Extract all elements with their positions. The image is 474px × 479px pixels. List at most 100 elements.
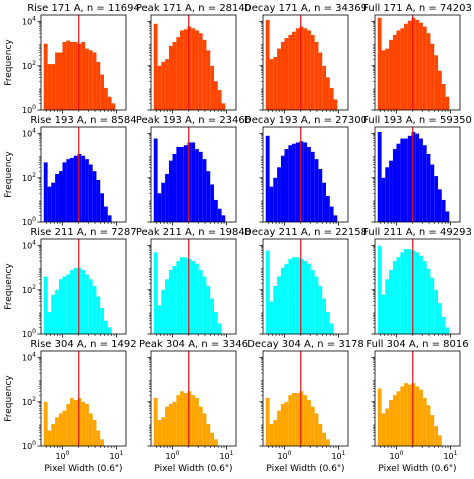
panel-title: Rise 193 A, n = 8584 <box>30 115 136 126</box>
panel-title: Full 193 A, n = 59350 <box>363 115 472 126</box>
axes-frame <box>40 14 127 111</box>
histogram-bar <box>96 179 101 222</box>
x-tick-label: 101 <box>109 450 123 461</box>
histogram-bar <box>176 146 181 222</box>
histogram-bar <box>55 173 59 222</box>
histogram-bar <box>168 160 173 222</box>
histogram-bar <box>85 403 89 446</box>
histogram-bar <box>415 252 420 334</box>
histogram-bar <box>314 159 319 222</box>
y-tick-label: 102 <box>22 172 36 183</box>
histogram-bar <box>198 33 203 111</box>
histogram-bar <box>100 193 104 222</box>
histogram-bar <box>180 257 184 334</box>
histogram-bar <box>322 298 326 334</box>
histogram-bar <box>213 81 218 110</box>
histogram-bar <box>404 138 408 222</box>
histogram-bar <box>377 245 382 334</box>
axes-frame <box>262 350 349 447</box>
histogram-bar <box>157 305 162 334</box>
histogram-bar <box>73 155 78 222</box>
histogram-bar <box>51 182 56 222</box>
histogram-bar <box>202 413 207 446</box>
histogram-bar <box>385 408 390 446</box>
histogram-bar <box>415 386 420 446</box>
histogram-bar <box>284 38 289 110</box>
histogram-bar <box>202 159 207 222</box>
histogram-bar <box>307 146 311 222</box>
histogram-bar <box>400 28 405 110</box>
x-axis-label: Pixel Width (0.6") <box>378 464 456 474</box>
histogram-bar <box>441 199 446 222</box>
histogram-bar <box>322 65 326 110</box>
histogram-bar <box>292 143 296 222</box>
histogram-bar <box>445 327 450 334</box>
panel-title: Rise 171 A, n = 11694 <box>27 3 140 14</box>
histogram-bar <box>66 274 71 334</box>
histogram-bar <box>100 74 104 110</box>
histogram-bar <box>161 417 166 446</box>
histogram-bar <box>265 397 270 446</box>
histogram-bar <box>404 23 408 110</box>
histogram-bar <box>434 289 438 334</box>
panel-title: Decay 171 A, n = 34369 <box>244 3 367 14</box>
histogram-bar <box>277 410 281 446</box>
axes-frame <box>150 350 237 447</box>
panel-title: Rise 304 A, n = 1492 <box>30 339 136 350</box>
y-tick-label: 100 <box>22 440 36 451</box>
histogram-bar <box>206 285 211 334</box>
axes-frame <box>374 238 461 335</box>
histogram-bar <box>389 39 393 110</box>
histogram-bar <box>329 323 334 334</box>
histogram-bar <box>221 215 226 222</box>
histogram-bar <box>381 413 386 446</box>
histogram-panel: Full 211 A, n = 49293 <box>363 227 472 338</box>
histogram-bar <box>389 269 393 334</box>
histogram-bar <box>441 316 446 334</box>
histogram-bar <box>273 285 278 334</box>
histogram-bar <box>280 155 285 222</box>
y-tick-label: 104 <box>22 128 36 139</box>
histogram-bar <box>58 279 63 334</box>
panel-title: Rise 211 A, n = 7287 <box>30 227 136 238</box>
histogram-bar <box>217 323 222 334</box>
x-tick-label: 100 <box>277 450 291 461</box>
histogram-bar <box>85 274 89 334</box>
histogram-bar <box>206 50 211 110</box>
histogram-bar <box>404 249 408 334</box>
histogram-bar <box>269 59 274 110</box>
histogram-bar <box>153 252 158 334</box>
histogram-bar <box>307 30 311 111</box>
histogram-bar <box>422 261 427 334</box>
histogram-bar <box>88 413 93 446</box>
histogram-bar <box>277 276 281 334</box>
histogram-bar <box>377 131 382 222</box>
histogram-bar <box>168 269 173 334</box>
histogram-bar <box>314 413 319 446</box>
histogram-bar <box>202 276 207 334</box>
histogram-bar <box>206 171 211 222</box>
histogram-bar <box>396 257 401 334</box>
panel-title: Peak 171 A, n = 28140 <box>136 3 251 14</box>
histogram-bar <box>73 41 78 110</box>
histogram-bar <box>329 87 334 110</box>
histogram-bar <box>213 311 218 334</box>
axes-frame <box>262 14 349 111</box>
panel-title: Decay 304 A, n = 3178 <box>247 339 364 350</box>
histogram-bar <box>172 265 177 334</box>
histogram-bar <box>280 267 285 334</box>
histogram-bar <box>206 423 211 446</box>
histogram-bar <box>407 135 412 222</box>
histogram-bar <box>299 391 304 446</box>
axes-frame <box>150 14 237 111</box>
histogram-bar <box>392 149 397 222</box>
histogram-bar <box>195 263 199 334</box>
histogram-bar <box>288 34 293 111</box>
axes-frame <box>374 126 461 223</box>
histogram-bar <box>318 52 323 110</box>
histogram-bar <box>62 410 67 446</box>
histogram-bar <box>318 423 323 446</box>
histogram-bar <box>210 298 214 334</box>
histogram-bar <box>445 96 450 110</box>
histogram-bar <box>318 285 323 334</box>
